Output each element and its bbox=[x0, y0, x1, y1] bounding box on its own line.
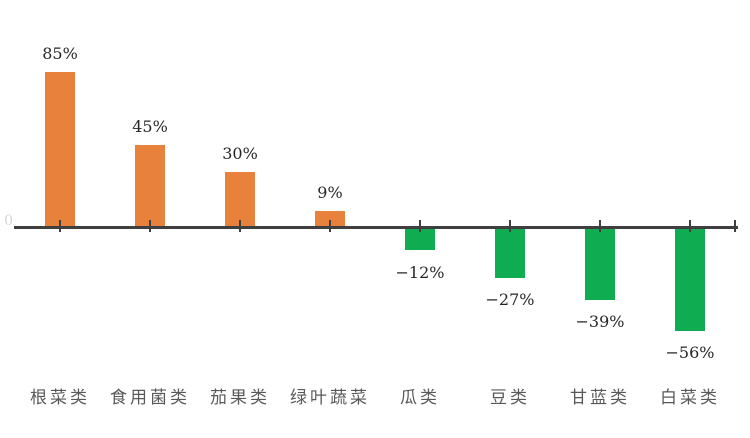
axis-tick bbox=[599, 220, 601, 232]
category-label: 根菜类 bbox=[30, 388, 90, 408]
chart-bar bbox=[495, 227, 525, 278]
category-label: 绿叶蔬菜 bbox=[290, 388, 370, 408]
value-label: −27% bbox=[485, 290, 535, 310]
axis-tick bbox=[149, 220, 151, 232]
axis-tick bbox=[239, 220, 241, 232]
chart-bar bbox=[45, 71, 75, 229]
axis-tick bbox=[689, 220, 691, 232]
category-label: 茄果类 bbox=[210, 388, 270, 408]
axis-tick bbox=[509, 220, 511, 232]
chart-bar bbox=[225, 172, 255, 229]
category-label: 白菜类 bbox=[660, 388, 720, 408]
value-label: −56% bbox=[665, 343, 715, 363]
value-label: 45% bbox=[132, 116, 168, 136]
chart-bar bbox=[585, 227, 615, 300]
axis-tick bbox=[59, 220, 61, 232]
chart-bar bbox=[405, 227, 435, 251]
category-label: 瓜类 bbox=[400, 388, 440, 408]
axis-tick bbox=[419, 220, 421, 232]
axis-end-tick bbox=[734, 220, 736, 232]
category-label: 甘蓝类 bbox=[570, 388, 630, 408]
axis-zero-label: 0 bbox=[4, 213, 13, 229]
value-label: −39% bbox=[575, 312, 625, 332]
value-label: −12% bbox=[395, 262, 445, 282]
chart-bar bbox=[315, 210, 345, 229]
chart-bar bbox=[675, 227, 705, 331]
value-label: 9% bbox=[317, 182, 343, 202]
x-axis-line bbox=[14, 226, 738, 229]
category-label: 食用菌类 bbox=[110, 388, 190, 408]
axis-tick bbox=[329, 220, 331, 232]
value-label: 30% bbox=[222, 144, 258, 164]
category-label: 豆类 bbox=[490, 388, 530, 408]
value-label: 85% bbox=[42, 43, 78, 63]
chart-bar bbox=[135, 144, 165, 229]
